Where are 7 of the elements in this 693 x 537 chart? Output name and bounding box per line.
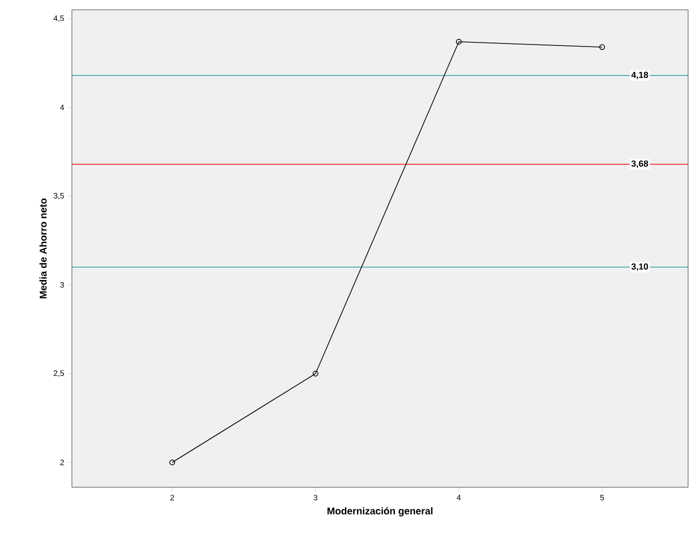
ref-line-label: 3,10 (631, 263, 648, 271)
point (456, 38, 462, 44)
ref-line-label: 3,68 (631, 160, 648, 168)
point (312, 370, 318, 376)
ref-line-label: 4,18 (631, 72, 648, 80)
y-axis-title: Media de Ahorro neto (39, 198, 47, 298)
x-axis-title: Modernización general (328, 506, 432, 516)
